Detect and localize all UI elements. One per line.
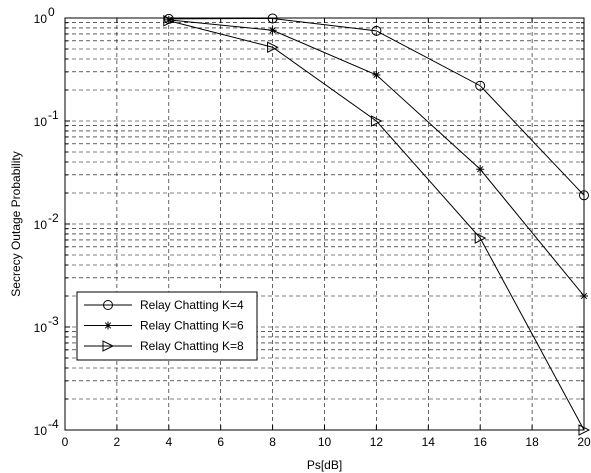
y-tick-label: 10 [34, 115, 48, 129]
series-line [168, 17, 585, 196]
y-tick-label-exponent: -1 [48, 108, 59, 122]
y-tick-label: 10 [34, 321, 48, 335]
x-tick-label: 0 [62, 435, 69, 449]
marker-triangle-right [102, 340, 115, 352]
legend-item: Relay Chatting K=4 [84, 298, 244, 312]
marker-triangle-right [474, 232, 487, 244]
x-tick-label: 20 [577, 435, 591, 449]
x-tick-label: 8 [269, 435, 276, 449]
marker-circle [103, 300, 113, 310]
y-tick-label-exponent: -3 [48, 314, 59, 328]
legend-label: Relay Chatting K=4 [140, 298, 244, 312]
marker-star [476, 165, 485, 174]
marker-star [372, 70, 381, 79]
series-layer [163, 13, 591, 436]
y-axis-title: Secrecy Outage Probability [9, 151, 23, 296]
marker-star-stroke [269, 27, 276, 34]
marker-star [104, 321, 112, 330]
y-tick-label-exponent: 0 [48, 5, 55, 19]
x-tick-label: 14 [422, 435, 436, 449]
x-tick-label: 4 [165, 435, 172, 449]
y-tick-label-exponent: -2 [48, 211, 59, 225]
legend: Relay Chatting K=4 Relay Chatting K=6 Rela… [76, 291, 258, 361]
legend-item: Relay Chatting K=6 [84, 319, 244, 333]
x-tick-label: 6 [217, 435, 224, 449]
x-tick-label: 16 [474, 435, 488, 449]
x-tick-label: 2 [114, 435, 121, 449]
legend-label: Relay Chatting K=6 [140, 319, 244, 333]
marker-circle [475, 80, 486, 91]
marker-star [268, 26, 277, 35]
y-tick-label: 10 [34, 424, 48, 438]
x-axis-title: Ps[dB] [307, 458, 342, 472]
marker-triangle-right [370, 115, 383, 127]
y-tick-label-exponent: -4 [48, 417, 59, 431]
series-line [168, 20, 585, 431]
marker-star-stroke [477, 166, 484, 173]
grid [65, 18, 584, 430]
x-tick-label: 18 [525, 435, 539, 449]
y-tick-label: 10 [34, 218, 48, 232]
marker-circle [371, 25, 382, 36]
y-tick-label: 10 [34, 12, 48, 26]
legend-item: Relay Chatting K=8 [84, 339, 244, 353]
marker-star-stroke [104, 322, 112, 329]
x-tick-label: 10 [318, 435, 332, 449]
legend-label: Relay Chatting K=8 [140, 339, 244, 353]
marker-star-stroke [373, 71, 380, 79]
x-tick-label: 12 [370, 435, 384, 449]
marker-triangle-right [267, 41, 279, 54]
